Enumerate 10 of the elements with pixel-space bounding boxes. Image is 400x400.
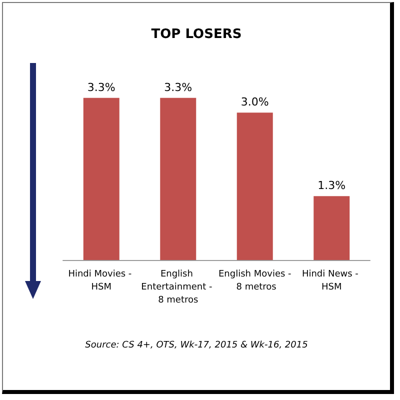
source-note: Source: CS 4+, OTS, Wk-17, 2015 & Wk-16, 2015 (85, 340, 308, 350)
x-tick-label: English Movies - 8 metros (218, 270, 292, 292)
x-tick-label: English Entertainment - 8 metros (141, 270, 216, 306)
data-label: 3.3% (87, 80, 116, 94)
x-tick-label: Hindi News - HSM (302, 270, 362, 292)
data-label: 3.0% (240, 96, 269, 109)
data-label: 3.3% (164, 80, 192, 94)
data-label: 1.3% (318, 179, 346, 192)
chart-title: TOP LOSERS (151, 27, 242, 42)
x-tick-label: Hindi Movies - HSM (68, 270, 135, 292)
